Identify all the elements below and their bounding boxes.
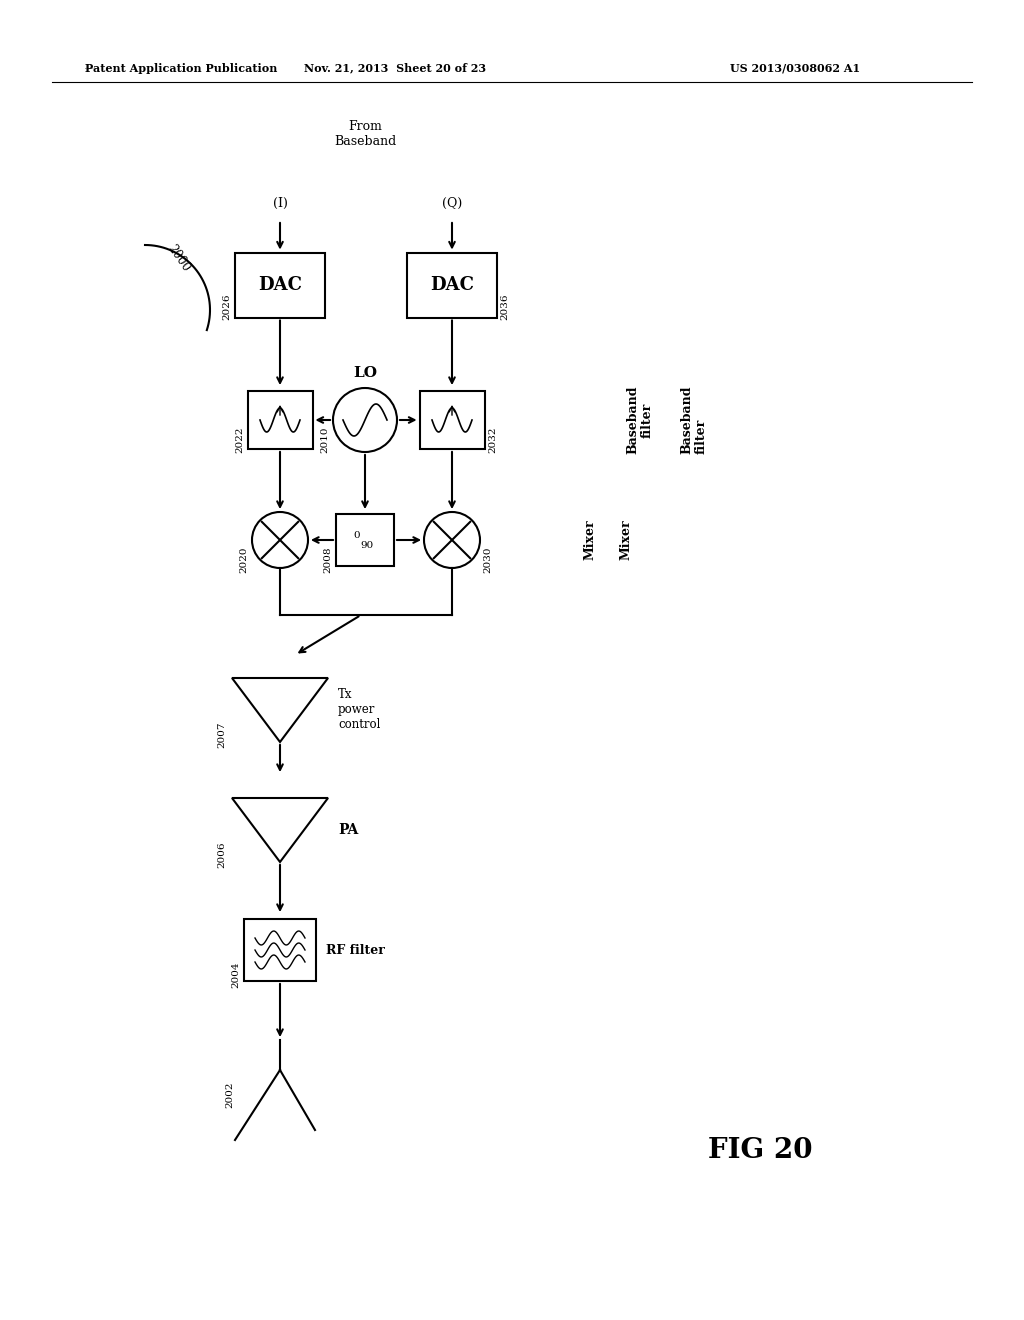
Text: Mixer: Mixer (620, 520, 633, 560)
Bar (248, 391, 312, 449)
Text: 2010: 2010 (321, 426, 330, 453)
Text: RF filter: RF filter (326, 944, 385, 957)
Text: 2000: 2000 (165, 242, 193, 275)
Text: 2030: 2030 (483, 546, 493, 573)
Bar (234, 252, 325, 318)
Text: 90: 90 (360, 541, 374, 550)
Text: Mixer: Mixer (584, 520, 597, 560)
Text: Nov. 21, 2013  Sheet 20 of 23: Nov. 21, 2013 Sheet 20 of 23 (304, 62, 486, 74)
Text: 2008: 2008 (324, 546, 333, 573)
Text: Baseband
filter: Baseband filter (626, 385, 654, 454)
Text: DAC: DAC (430, 276, 474, 294)
Bar (407, 252, 497, 318)
Text: 2002: 2002 (225, 1082, 234, 1109)
Text: 2026: 2026 (222, 294, 231, 321)
Text: (I): (I) (272, 197, 288, 210)
Text: 2006: 2006 (217, 842, 226, 869)
Bar (420, 391, 484, 449)
Text: Tx
power
control: Tx power control (338, 689, 380, 731)
Polygon shape (232, 678, 328, 742)
Text: 2036: 2036 (501, 294, 510, 321)
Bar (244, 919, 316, 981)
Bar (336, 513, 394, 566)
Text: 2007: 2007 (217, 722, 226, 748)
Circle shape (424, 512, 480, 568)
Polygon shape (232, 799, 328, 862)
Circle shape (333, 388, 397, 451)
Text: (Q): (Q) (442, 197, 462, 210)
Text: 2020: 2020 (240, 546, 249, 573)
Text: 2022: 2022 (234, 426, 244, 453)
Text: FIG 20: FIG 20 (708, 1137, 812, 1163)
Text: 2004: 2004 (231, 962, 241, 989)
Text: US 2013/0308062 A1: US 2013/0308062 A1 (730, 62, 860, 74)
Text: PA: PA (338, 822, 358, 837)
Text: DAC: DAC (258, 276, 302, 294)
Text: 0: 0 (353, 532, 360, 540)
Text: LO: LO (353, 366, 377, 380)
Circle shape (252, 512, 308, 568)
Text: From
Baseband: From Baseband (334, 120, 396, 148)
Text: Baseband
filter: Baseband filter (680, 385, 708, 454)
Text: 2032: 2032 (488, 426, 497, 453)
Text: Patent Application Publication: Patent Application Publication (85, 62, 278, 74)
